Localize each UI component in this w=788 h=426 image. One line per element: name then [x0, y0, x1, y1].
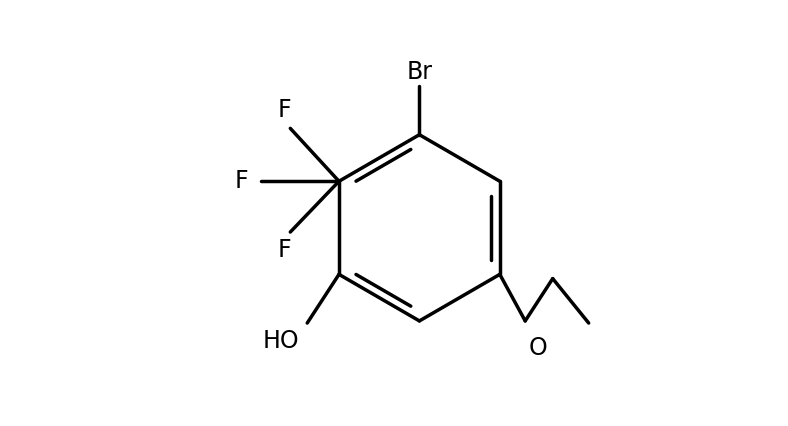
Text: O: O: [529, 336, 548, 360]
Text: F: F: [277, 98, 291, 122]
Text: HO: HO: [262, 329, 299, 354]
Text: Br: Br: [407, 60, 433, 84]
Text: F: F: [277, 239, 291, 262]
Text: F: F: [234, 169, 248, 193]
